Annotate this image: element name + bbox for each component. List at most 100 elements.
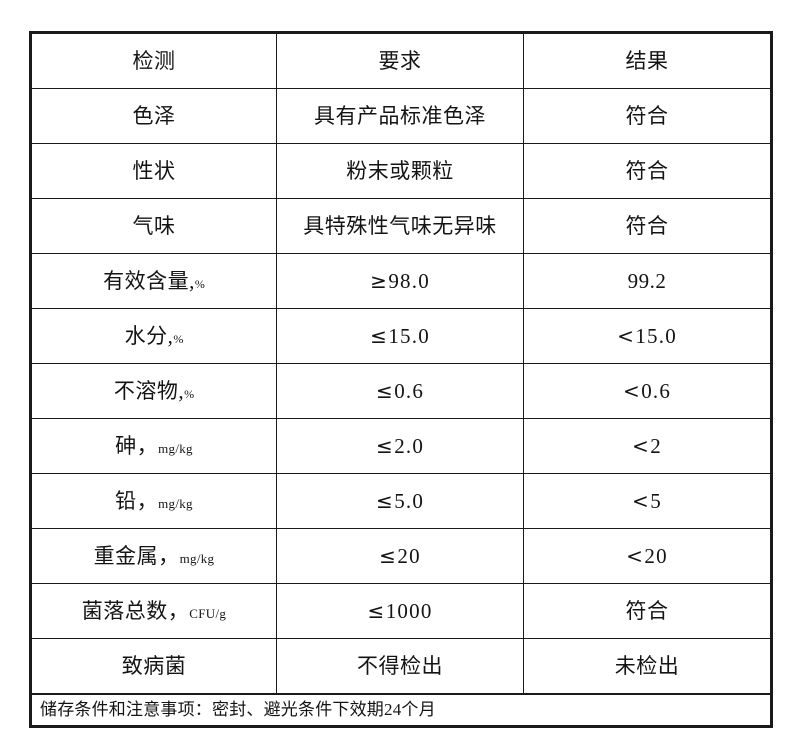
result-operator: < [626, 543, 644, 568]
item-unit: mg/kg [158, 440, 193, 456]
cell-item: 有效含量,% [29, 253, 277, 309]
cell-item: 菌落总数，CFU/g [29, 583, 277, 639]
table-row: 有效含量,% ≥98.0 99.2 [29, 253, 773, 309]
item-unit: mg/kg [179, 550, 215, 566]
result-operator: < [632, 433, 650, 458]
result-operator: < [617, 323, 635, 348]
result-value: 符合 [625, 598, 669, 623]
requirement-value: 0.6 [394, 378, 425, 403]
cell-result: <20 [523, 528, 773, 584]
item-unit: % [194, 276, 205, 291]
requirement-operator: ≤ [375, 378, 394, 403]
cell-item: 不溶物,% [29, 363, 277, 419]
cell-item: 致病菌 [29, 638, 277, 695]
result-value: 符合 [625, 213, 669, 238]
requirement-operator: ≤ [370, 323, 388, 348]
cell-result: 符合 [523, 583, 773, 639]
requirement-value: 具有产品标准色泽 [314, 103, 486, 128]
table-row: 气味 具特殊性气味无异味 符合 [29, 198, 773, 254]
table-header-row: 检测 要求 结果 [29, 31, 773, 89]
item-label: 气味 [132, 213, 176, 238]
cell-result: 未检出 [523, 638, 773, 695]
table-row: 不溶物,% ≤0.6 <0.6 [29, 363, 773, 419]
table-row: 砷，mg/kg ≤2.0 <2 [29, 418, 773, 474]
item-label: 菌落总数， [81, 598, 190, 623]
cell-result: <5 [523, 473, 773, 529]
cell-item: 铅，mg/kg [29, 473, 277, 529]
result-value: 5 [650, 488, 662, 513]
cell-requirement: ≤2.0 [276, 418, 524, 474]
cell-result: 符合 [523, 88, 773, 144]
requirement-operator: ≤ [375, 488, 394, 513]
item-label: 不溶物, [113, 378, 185, 403]
requirement-operator: ≤ [375, 433, 394, 458]
item-label: 色泽 [132, 103, 176, 128]
cell-item: 水分,% [29, 308, 277, 364]
result-operator: < [622, 378, 641, 403]
table-row: 致病菌 不得检出 未检出 [29, 638, 773, 695]
result-value: 0.6 [641, 378, 672, 403]
item-label: 致病菌 [121, 653, 187, 678]
item-label: 有效含量, [103, 268, 195, 293]
result-value: 99.2 [627, 268, 667, 293]
result-value: 15.0 [635, 323, 677, 348]
cell-requirement: ≤15.0 [276, 308, 524, 364]
cell-requirement: 不得检出 [276, 638, 524, 695]
item-label: 水分, [124, 323, 174, 348]
requirement-operator: ≥ [370, 268, 388, 293]
item-unit: CFU/g [189, 605, 227, 621]
cell-requirement: 具特殊性气味无异味 [276, 198, 524, 254]
cell-result: 符合 [523, 198, 773, 254]
result-value: 20 [644, 543, 668, 568]
requirement-value: 2.0 [394, 433, 425, 458]
header-cell-requirement: 要求 [276, 31, 524, 89]
requirement-value: 不得检出 [357, 653, 443, 678]
cell-item: 性状 [29, 143, 277, 199]
result-value: 符合 [625, 103, 669, 128]
cell-requirement: ≤20 [276, 528, 524, 584]
cell-result: 符合 [523, 143, 773, 199]
requirement-operator: ≤ [367, 598, 385, 623]
requirement-value: 98.0 [388, 268, 430, 293]
item-label: 砷， [115, 433, 159, 458]
requirement-value: 1000 [385, 598, 433, 623]
item-label: 铅， [115, 488, 159, 513]
cell-result: <15.0 [523, 308, 773, 364]
result-value: 未检出 [614, 653, 680, 678]
cell-item: 砷，mg/kg [29, 418, 277, 474]
table-row: 菌落总数，CFU/g ≤1000 符合 [29, 583, 773, 639]
item-unit: mg/kg [158, 495, 193, 511]
header-cell-result: 结果 [523, 31, 773, 89]
requirement-value: 5.0 [394, 488, 425, 513]
requirement-operator: ≤ [379, 543, 397, 568]
cell-result: <2 [523, 418, 773, 474]
requirement-value: 15.0 [388, 323, 430, 348]
cell-item: 色泽 [29, 88, 277, 144]
cell-result: 99.2 [523, 253, 773, 309]
requirement-value: 粉末或颗粒 [346, 158, 454, 183]
specification-table: 检测 要求 结果 色泽 具有产品标准色泽 符合 性状 粉末或颗粒 符合 气味 具特殊性气味无异… [29, 31, 773, 728]
cell-requirement: ≤0.6 [276, 363, 524, 419]
item-label: 性状 [132, 158, 176, 183]
cell-requirement: 粉末或颗粒 [276, 143, 524, 199]
table-body: 检测 要求 结果 色泽 具有产品标准色泽 符合 性状 粉末或颗粒 符合 气味 具特殊性气味无异… [29, 31, 773, 728]
table-row: 重金属，mg/kg ≤20 <20 [29, 528, 773, 584]
cell-requirement: ≤5.0 [276, 473, 524, 529]
result-value: 符合 [625, 158, 669, 183]
cell-requirement: ≥98.0 [276, 253, 524, 309]
header-cell-item: 检测 [29, 31, 277, 89]
table-row: 色泽 具有产品标准色泽 符合 [29, 88, 773, 144]
result-operator: < [632, 488, 650, 513]
result-value: 2 [650, 433, 662, 458]
table-row: 性状 粉末或颗粒 符合 [29, 143, 773, 199]
cell-requirement: ≤1000 [276, 583, 524, 639]
requirement-value: 具特殊性气味无异味 [303, 213, 497, 238]
cell-requirement: 具有产品标准色泽 [276, 88, 524, 144]
table-footer-row: 储存条件和注意事项：密封、避光条件下效期24个月 [29, 693, 773, 728]
item-unit: % [173, 331, 184, 346]
item-unit: % [184, 386, 195, 401]
cell-item: 气味 [29, 198, 277, 254]
cell-item: 重金属，mg/kg [29, 528, 277, 584]
cell-result: <0.6 [523, 363, 773, 419]
